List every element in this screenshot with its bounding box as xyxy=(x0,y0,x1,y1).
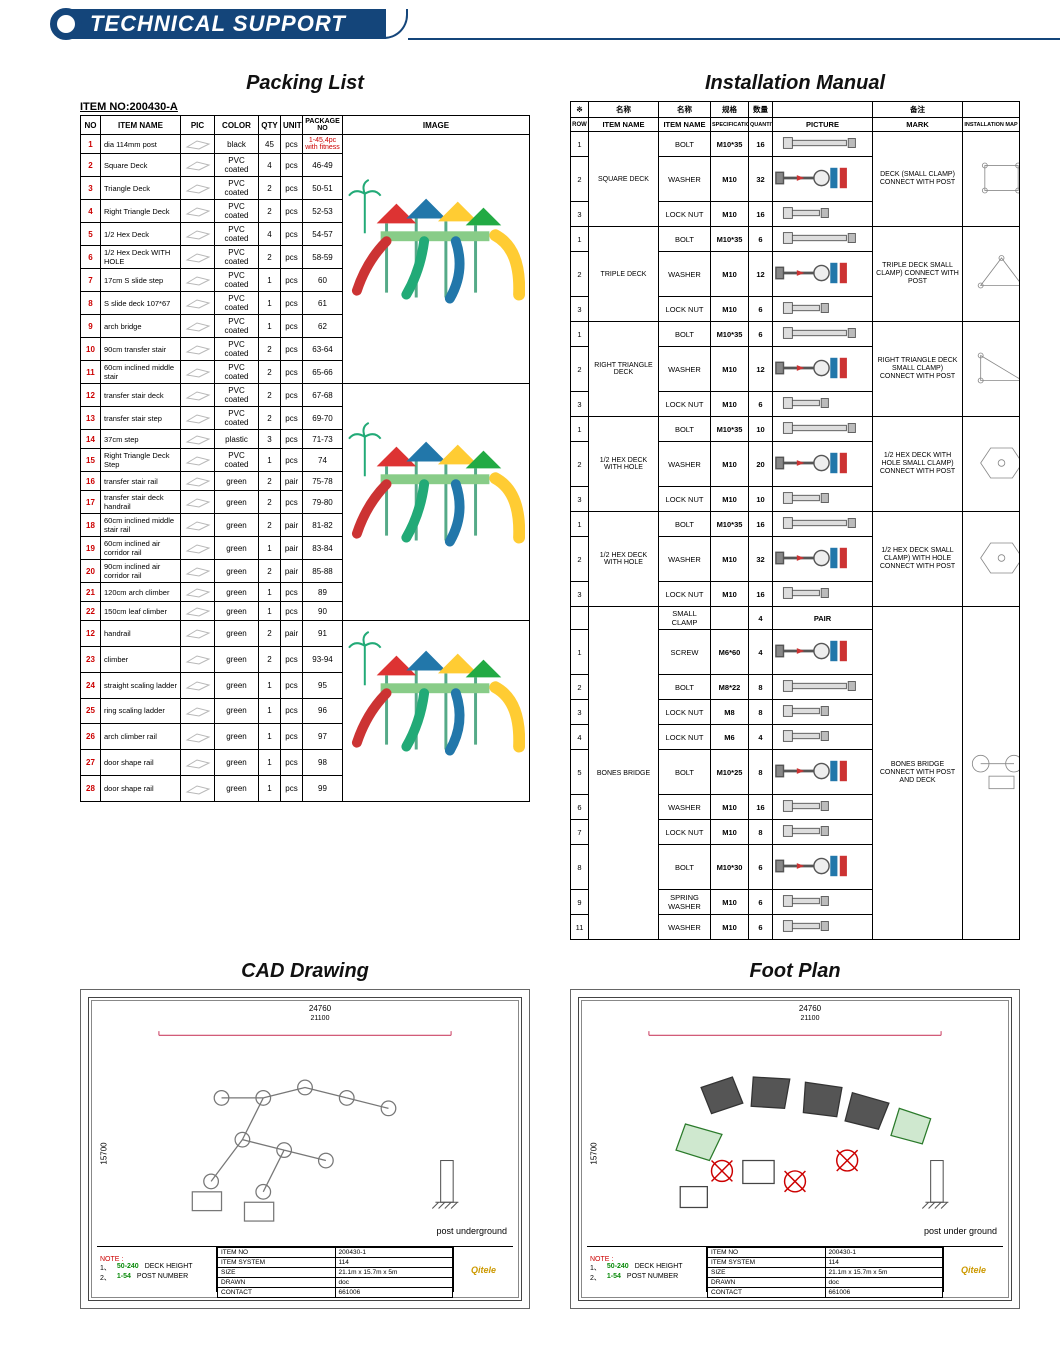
packing-header-row: NO ITEM NAME PIC COLOR QTY UNIT PACKAGE … xyxy=(81,116,530,135)
playground-image-icon xyxy=(347,625,525,795)
cad-brand: Qitele xyxy=(453,1247,513,1292)
bolt-icon xyxy=(778,702,868,720)
cad-post-label: post underground xyxy=(436,1226,507,1236)
install-row: 1RIGHT TRIANGLE DECKBOLTM10*356RIGHT TRI… xyxy=(571,322,1020,347)
clamp-mark-icon xyxy=(774,752,873,790)
bolt-icon xyxy=(778,299,868,317)
bolt-icon xyxy=(778,489,868,507)
foot-post-label: post under ground xyxy=(924,1226,997,1236)
install-map-icon xyxy=(964,747,1020,797)
install-map-icon xyxy=(964,248,1020,298)
foot-brand: Qitele xyxy=(943,1247,1003,1292)
cad-title: CAD Drawing xyxy=(80,960,530,983)
header-rule xyxy=(408,38,1060,40)
packing-row: 12transfer stair deckPVC coated2pcs67-68 xyxy=(81,384,530,407)
packing-row: 1dia 114mm postblack45pcs1-45,4pc with f… xyxy=(81,135,530,154)
bolt-icon xyxy=(778,419,868,437)
foot-canvas xyxy=(585,1004,1005,1244)
install-header-row-en: ROW ITEM NAME ITEM NAME SPECIFICATION QU… xyxy=(571,118,1020,132)
clamp-mark-icon xyxy=(774,349,873,387)
header-curve-icon xyxy=(384,9,408,39)
bolt-icon xyxy=(778,584,868,602)
bolt-icon xyxy=(778,797,868,815)
foot-section: Foot Plan 2476021100 15700 xyxy=(570,960,1020,1309)
bolt-icon xyxy=(778,892,868,910)
clamp-mark-icon xyxy=(774,444,873,482)
bolt-icon xyxy=(778,514,868,532)
install-row: 11/2 HEX DECK WITH HOLEBOLTM10*35101/2 H… xyxy=(571,417,1020,442)
install-map-icon xyxy=(964,153,1020,203)
header-title: TECHNICAL SUPPORT xyxy=(90,11,346,37)
install-section: Installation Manual ※ 名称 名称 规格 数量 备注 xyxy=(570,72,1020,940)
bolt-icon xyxy=(778,822,868,840)
clamp-mark-icon xyxy=(774,254,873,292)
packing-section: Packing List ITEM NO:200430-A NO ITEM NA… xyxy=(80,72,530,940)
bolt-icon xyxy=(778,394,868,412)
bolt-icon xyxy=(778,229,868,247)
install-row: 11/2 HEX DECK WITH HOLEBOLTM10*35161/2 H… xyxy=(571,512,1020,537)
cad-schematic-icon xyxy=(95,1004,515,1244)
clamp-mark-icon xyxy=(774,632,873,670)
foot-titleblock-table: ITEM NO200430-1 ITEM SYSTEM114 SIZE21.1m… xyxy=(707,1247,943,1298)
bolt-icon xyxy=(778,677,868,695)
playground-image-icon xyxy=(347,416,525,586)
foot-titleblock: NOTE : 1、50-240DECK HEIGHT 2、1-54POST NU… xyxy=(587,1246,1003,1292)
bolt-icon xyxy=(778,917,868,935)
packing-table: NO ITEM NAME PIC COLOR QTY UNIT PACKAGE … xyxy=(80,115,530,802)
bolt-icon xyxy=(778,324,868,342)
bolt-icon xyxy=(778,727,868,745)
cad-titleblock: NOTE : 1、50-240DECK HEIGHT 2、1-54POST NU… xyxy=(97,1246,513,1292)
install-row: 1TRIPLE DECKBOLTM10*356TRIPLE DECK SMALL… xyxy=(571,227,1020,252)
install-map-icon xyxy=(964,343,1020,393)
packing-row: 12handrailgreen2pair91 xyxy=(81,621,530,647)
install-title: Installation Manual xyxy=(570,72,1020,95)
install-row: 1SQUARE DECKBOLTM10*3516DECK (SMALL CLAM… xyxy=(571,132,1020,157)
page-header: TECHNICAL SUPPORT xyxy=(0,0,1060,42)
playground-image-icon xyxy=(347,173,525,343)
clamp-mark-icon xyxy=(774,159,873,197)
packing-title: Packing List xyxy=(80,72,530,95)
cad-section: CAD Drawing 2476021100 15700 xyxy=(80,960,530,1309)
foot-title: Foot Plan xyxy=(570,960,1020,983)
install-header-row-cn: ※ 名称 名称 规格 数量 备注 xyxy=(571,102,1020,118)
bolt-icon xyxy=(778,134,868,152)
header-bullet-icon xyxy=(50,8,82,40)
install-table: ※ 名称 名称 规格 数量 备注 ROW ITEM NAME ITEM NAME… xyxy=(570,101,1020,940)
clamp-mark-icon xyxy=(774,847,873,885)
clamp-mark-icon xyxy=(774,539,873,577)
install-row: BONES BRIDGESMALL CLAMP4PAIRBONES BRIDGE… xyxy=(571,607,1020,630)
cad-titleblock-table: ITEM NO200430-1 ITEM SYSTEM114 SIZE21.1m… xyxy=(217,1247,453,1298)
cad-canvas xyxy=(95,1004,515,1244)
foot-frame: 2476021100 15700 xyxy=(570,989,1020,1309)
install-map-icon xyxy=(964,533,1020,583)
bolt-icon xyxy=(778,204,868,222)
foot-schematic-icon xyxy=(585,1004,1005,1244)
header-banner: TECHNICAL SUPPORT xyxy=(70,9,386,39)
cad-frame: 2476021100 15700 xyxy=(80,989,530,1309)
install-map-icon xyxy=(964,438,1020,488)
packing-item-line: ITEM NO:200430-A xyxy=(80,101,530,113)
